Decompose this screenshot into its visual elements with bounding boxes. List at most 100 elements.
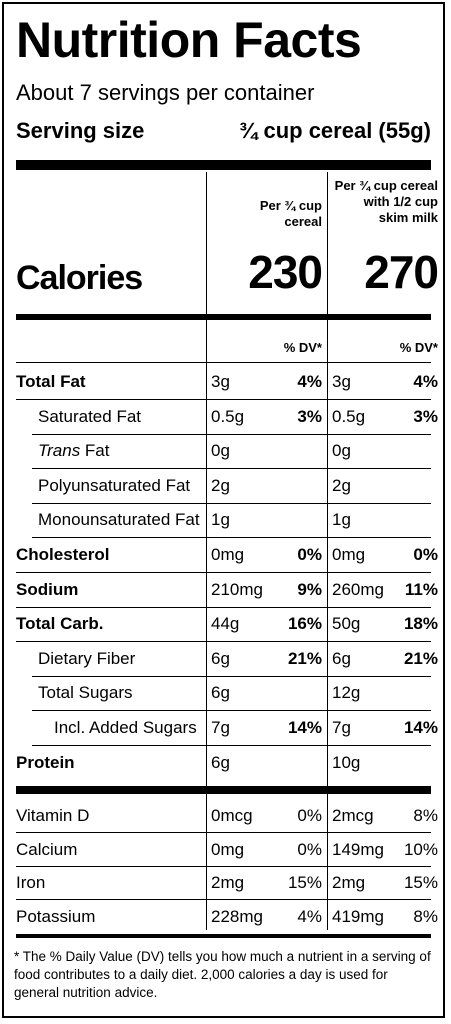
nutrient-name: Dietary Fiber: [38, 649, 136, 668]
nutrient-name: Total Carb.: [16, 614, 104, 633]
serving-size-value: ¾ cup cereal (55g): [239, 118, 431, 143]
amount-cereal: 0mg: [211, 545, 245, 564]
vitamin-name: Iron: [16, 873, 46, 892]
amount-with-milk: 50g: [332, 614, 361, 633]
amount-cereal: 0.5g: [211, 407, 245, 426]
column-header-cereal: Per ¾ cup cereal: [259, 198, 322, 229]
row-rule: [32, 676, 431, 677]
vitamin-rule: [16, 899, 431, 900]
vitamin-dv-with-milk: 8%: [413, 806, 438, 825]
divider-footnote: [16, 934, 431, 938]
vitamin-dv-with-milk: 10%: [403, 840, 438, 859]
vitamin-dv-cereal: 0%: [297, 840, 322, 859]
vitamin-name: Vitamin D: [16, 806, 90, 825]
amount-cereal: 6g: [211, 753, 230, 772]
dv-cereal: 21%: [287, 649, 322, 668]
vitamin-dv-cereal: 4%: [297, 907, 322, 926]
dv-header-cereal: % DV*: [283, 340, 322, 355]
vitamin-name: Calcium: [16, 840, 78, 859]
dv-cereal: 16%: [287, 614, 322, 633]
amount-cereal: 44g: [211, 614, 240, 633]
amount-cereal: 0g: [211, 441, 230, 460]
dv-cereal: 3%: [297, 407, 322, 426]
row-rule: [32, 745, 431, 746]
nutrient-name: Incl. Added Sugars: [54, 718, 197, 737]
dv-cereal: 9%: [297, 580, 322, 599]
row-rule: [32, 537, 431, 538]
label-title: Nutrition Facts: [16, 12, 362, 68]
vitamin-amount-cereal: 2mg: [211, 873, 245, 892]
amount-with-milk: 0mg: [332, 545, 366, 564]
thick-divider-vitamins: [16, 786, 431, 794]
amount-with-milk: 7g: [332, 718, 351, 737]
nutrient-name: Trans Fat: [38, 441, 110, 461]
dv-with-milk: 11%: [404, 580, 438, 599]
calories-value-with-milk: 270: [364, 246, 439, 298]
row-rule: [16, 572, 431, 573]
rule-dv-header: [16, 362, 431, 363]
amount-with-milk: 2g: [332, 476, 351, 495]
dv-with-milk: 14%: [403, 718, 438, 737]
nutrient-name: Cholesterol: [16, 545, 110, 564]
amount-cereal: 6g: [211, 649, 230, 668]
vitamin-name: Potassium: [16, 907, 96, 926]
amount-with-milk: 1g: [332, 510, 351, 529]
vitamin-amount-with-milk: 149mg: [332, 840, 384, 859]
amount-with-milk: 0.5g: [332, 407, 366, 426]
amount-with-milk: 12g: [332, 683, 361, 702]
amount-cereal: 1g: [211, 510, 230, 529]
dv-with-milk: 18%: [403, 614, 438, 633]
vitamin-amount-cereal: 0mcg: [211, 806, 253, 825]
nutrient-name: Monounsaturated Fat: [38, 510, 200, 529]
vitamin-dv-cereal: 0%: [297, 806, 322, 825]
vitamin-rule: [16, 866, 431, 867]
amount-with-milk: 3g: [332, 372, 351, 391]
calories-value-cereal: 230: [248, 246, 323, 298]
nutrient-name: Saturated Fat: [38, 407, 142, 426]
vitamin-dv-cereal: 15%: [287, 873, 322, 892]
thick-divider-calories: [16, 314, 431, 320]
vitamin-amount-with-milk: 2mcg: [332, 806, 374, 825]
amount-with-milk: 0g: [332, 441, 351, 460]
amount-with-milk: 6g: [332, 649, 351, 668]
amount-cereal: 210mg: [211, 580, 263, 599]
amount-cereal: 6g: [211, 683, 230, 702]
dv-with-milk: 0%: [413, 545, 438, 564]
dv-cereal: 0%: [297, 545, 322, 564]
nutrient-name-italic: Trans: [38, 441, 81, 460]
amount-with-milk: 260mg: [332, 580, 384, 599]
nutrient-name: Sodium: [16, 580, 79, 599]
vitamin-amount-with-milk: 2mg: [332, 873, 366, 892]
amount-cereal: 7g: [211, 718, 230, 737]
vitamin-amount-cereal: 0mg: [211, 840, 245, 859]
row-rule: [16, 399, 431, 400]
amount-cereal: 2g: [211, 476, 230, 495]
row-rule: [16, 641, 431, 642]
column-divider-2: [327, 172, 328, 930]
vitamin-dv-with-milk: 8%: [413, 907, 438, 926]
nutrient-name: Polyunsaturated Fat: [38, 476, 191, 495]
dv-cereal: 14%: [287, 718, 322, 737]
vitamin-dv-with-milk: 15%: [403, 873, 438, 892]
serving-size-label: Serving size: [16, 118, 145, 143]
vitamin-rule: [16, 832, 431, 833]
column-header-with-milk: Per ¾ cup cereal with 1/2 cup skim milk: [334, 178, 438, 225]
nutrient-name: Protein: [16, 753, 75, 772]
nutrient-name: Total Sugars: [38, 683, 133, 702]
nutrient-name: Total Fat: [16, 372, 86, 391]
amount-with-milk: 10g: [332, 753, 361, 772]
row-rule: [32, 503, 431, 504]
dv-cereal: 4%: [297, 372, 322, 391]
vitamin-amount-cereal: 228mg: [211, 907, 263, 926]
row-rule: [16, 607, 431, 608]
column-divider-1: [206, 172, 207, 930]
amount-cereal: 3g: [211, 372, 230, 391]
nutrition-label: Nutrition Facts About 7 servings per con…: [2, 2, 445, 1018]
dv-with-milk: 21%: [403, 649, 438, 668]
dv-with-milk: 3%: [413, 407, 438, 426]
footnote: * The % Daily Value (DV) tells you how m…: [14, 949, 431, 1000]
vitamin-amount-with-milk: 419mg: [332, 907, 384, 926]
dv-header-with-milk: % DV*: [399, 340, 438, 355]
row-rule: [32, 710, 431, 711]
dv-with-milk: 4%: [413, 372, 438, 391]
